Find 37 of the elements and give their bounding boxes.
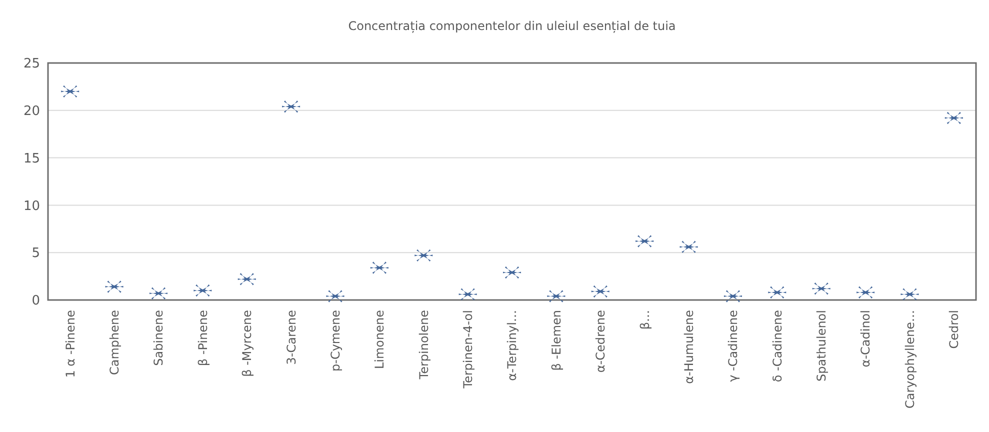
x-tick-label: β -Pinene <box>196 310 210 366</box>
x-tick-label: Cedrol <box>947 310 962 349</box>
point <box>680 240 698 254</box>
x-tick-label: Spathulenol <box>814 310 829 382</box>
x-tick-label: Caryophyllene… <box>902 310 917 408</box>
y-tick-label: 20 <box>23 104 40 119</box>
point <box>856 286 875 299</box>
y-tick-label: 10 <box>23 198 40 214</box>
x-tick-label: β… <box>638 310 652 330</box>
point <box>944 112 963 124</box>
x-tick-label: 1 α -Pinene <box>63 310 78 378</box>
x-tick-label: Terpinolene <box>416 310 431 380</box>
x-tick-label: γ -Cadinene <box>726 310 740 382</box>
y-tick-label: 15 <box>23 151 40 166</box>
x-tick-label: p-Cymene <box>328 310 342 372</box>
x-tick-label: β -Myrcene <box>240 310 254 377</box>
x-tick-label: Camphene <box>107 310 122 376</box>
point <box>591 285 610 298</box>
x-tick-label: Sabinene <box>152 310 166 366</box>
y-tick-label: 5 <box>32 246 40 262</box>
x-tick-label: β -Elemen <box>549 310 564 371</box>
point <box>503 266 521 279</box>
y-tick-label: 25 <box>23 56 40 72</box>
x-tick-label: Terpinen-4-ol <box>461 310 476 390</box>
point <box>414 249 433 262</box>
x-tick-label: α-Terpinyl… <box>505 310 520 381</box>
x-tick-label: δ -Cadinene <box>770 310 784 382</box>
point <box>768 286 786 299</box>
x-tick-label: α-Humulene <box>682 310 696 384</box>
x-tick-label: Limonene <box>372 310 387 370</box>
x-tick-label: α-Cadinol <box>858 310 873 368</box>
x-tick-label: α-Cedrene <box>594 310 608 373</box>
point <box>194 284 212 297</box>
x-tick-label: 3-Carene <box>284 310 298 365</box>
chart-title: Concentrația componentelor din uleiul esențial de tuia <box>348 19 676 33</box>
y-tick-label: 0 <box>32 294 40 309</box>
point <box>61 85 80 98</box>
